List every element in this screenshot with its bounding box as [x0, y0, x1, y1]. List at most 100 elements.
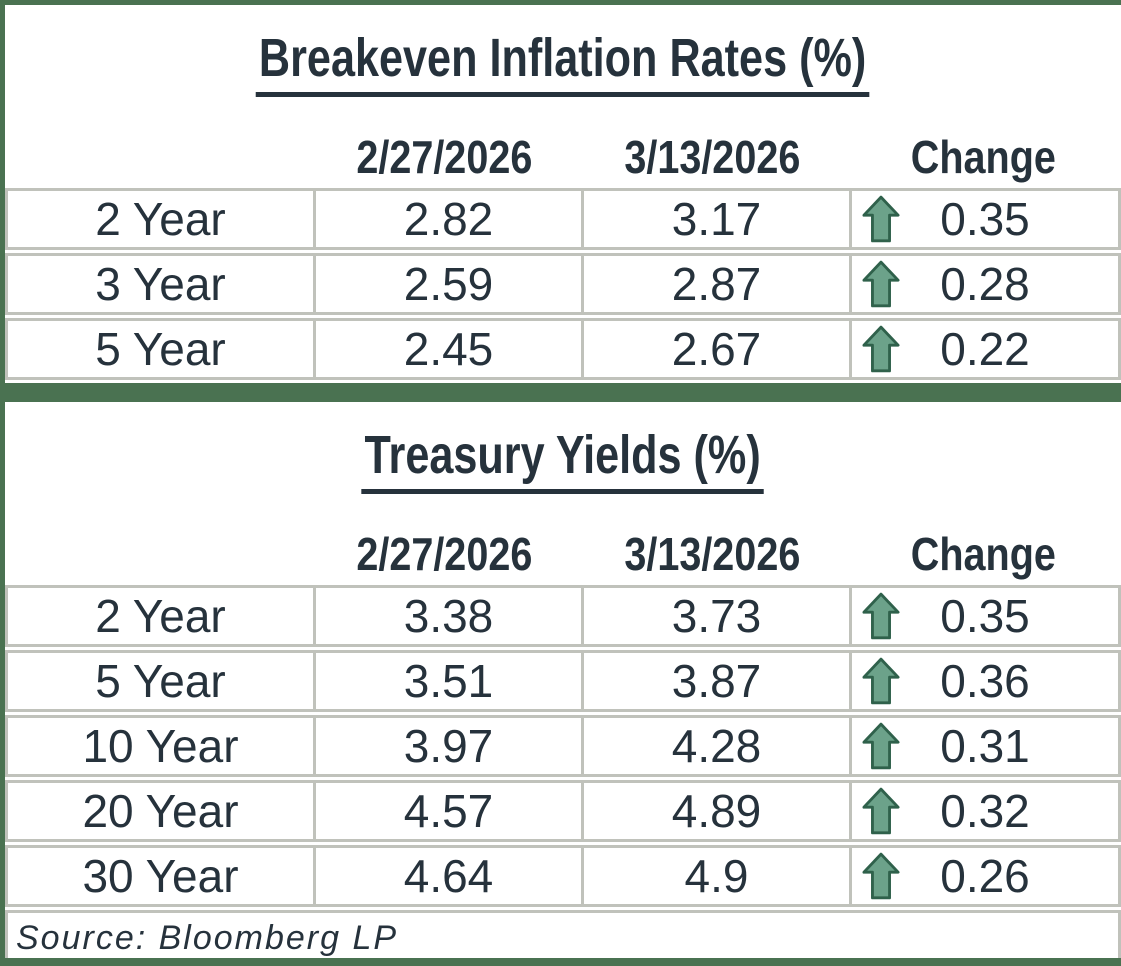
source-row: Source: Bloomberg LP — [5, 910, 1121, 966]
prev-date-value-cell: 2.59 — [313, 256, 581, 312]
up-arrow-icon — [862, 195, 900, 243]
prev-date-value: 2.59 — [403, 258, 494, 310]
curr-date-header-label: 3/13/2026 — [623, 131, 801, 183]
change-value: 0.28 — [940, 258, 1030, 310]
change-header-label: Change — [910, 131, 1057, 183]
source-text: Source: Bloomberg LP — [16, 918, 399, 957]
curr-date-value: 3.73 — [671, 590, 762, 642]
change-value: 0.36 — [940, 655, 1030, 707]
breakeven-table-title: Breakeven Inflation Rates (%) — [256, 28, 870, 98]
up-arrow-icon — [862, 260, 900, 308]
prev-date-value: 3.38 — [403, 590, 494, 642]
header-curr-date: 3/13/2026 — [578, 527, 846, 581]
table-row: 5 Year 3.51 3.87 0.36 — [5, 650, 1121, 712]
change-cell: 0.32 — [849, 783, 1118, 839]
change-cell: 0.36 — [849, 653, 1118, 709]
header-change: Change — [846, 130, 1121, 184]
table-row: 2 Year 3.38 3.73 0.35 — [5, 585, 1121, 647]
up-arrow-icon — [862, 787, 900, 835]
change-cell: 0.28 — [849, 256, 1118, 312]
change-value: 0.35 — [940, 590, 1030, 642]
breakeven-inflation-table: Breakeven Inflation Rates (%) 2/27/2026 … — [5, 28, 1121, 380]
maturity-cell: 30 Year — [8, 848, 313, 904]
table-row: 5 Year 2.45 2.67 0.22 — [5, 318, 1121, 380]
header-change: Change — [846, 527, 1121, 581]
prev-date-value: 3.51 — [403, 655, 494, 707]
curr-date-value-cell: 3.73 — [581, 588, 849, 644]
up-arrow-icon — [862, 657, 900, 705]
treasury-column-headers: 2/27/2026 3/13/2026 Change — [5, 526, 1121, 582]
maturity-cell: 3 Year — [8, 256, 313, 312]
maturity-cell: 2 Year — [8, 588, 313, 644]
maturity-label: 5 Year — [95, 323, 226, 375]
table-title-row: Treasury Yields (%) — [5, 425, 1121, 498]
table-row: 10 Year 3.97 4.28 0.31 — [5, 715, 1121, 777]
curr-date-value: 2.67 — [671, 323, 762, 375]
prev-date-value: 2.45 — [403, 323, 494, 375]
table-row: 3 Year 2.59 2.87 0.28 — [5, 253, 1121, 315]
table-row: 2 Year 2.82 3.17 0.35 — [5, 188, 1121, 250]
maturity-cell: 5 Year — [8, 321, 313, 377]
prev-date-value-cell: 3.38 — [313, 588, 581, 644]
prev-date-value: 4.64 — [403, 850, 494, 902]
prev-date-value-cell: 4.64 — [313, 848, 581, 904]
change-value: 0.26 — [940, 850, 1030, 902]
prev-date-value-cell: 3.51 — [313, 653, 581, 709]
maturity-cell: 2 Year — [8, 191, 313, 247]
change-value: 0.31 — [940, 720, 1030, 772]
curr-date-header-label: 3/13/2026 — [623, 528, 801, 580]
change-cell: 0.31 — [849, 718, 1118, 774]
prev-date-value-cell: 2.82 — [313, 191, 581, 247]
maturity-label: 3 Year — [95, 258, 226, 310]
change-value: 0.22 — [940, 323, 1030, 375]
curr-date-value-cell: 3.87 — [581, 653, 849, 709]
curr-date-value-cell: 4.89 — [581, 783, 849, 839]
maturity-label: 20 Year — [82, 785, 239, 837]
breakeven-column-headers: 2/27/2026 3/13/2026 Change — [5, 129, 1121, 185]
curr-date-value-cell: 4.9 — [581, 848, 849, 904]
breakeven-table-rows: 2 Year 2.82 3.17 0.35 3 Year 2.59 2.87 — [5, 188, 1121, 380]
prev-date-value: 3.97 — [403, 720, 494, 772]
change-value: 0.35 — [940, 193, 1030, 245]
prev-date-value: 2.82 — [403, 193, 494, 245]
change-cell: 0.26 — [849, 848, 1118, 904]
prev-date-header-label: 2/27/2026 — [355, 131, 533, 183]
curr-date-value: 4.28 — [671, 720, 762, 772]
curr-date-value: 3.87 — [671, 655, 762, 707]
maturity-label: 5 Year — [95, 655, 226, 707]
up-arrow-icon — [862, 852, 900, 900]
curr-date-value: 3.17 — [671, 193, 762, 245]
curr-date-value-cell: 2.67 — [581, 321, 849, 377]
curr-date-value: 4.9 — [684, 850, 749, 902]
prev-date-value-cell: 3.97 — [313, 718, 581, 774]
up-arrow-icon — [862, 592, 900, 640]
prev-date-value-cell: 2.45 — [313, 321, 581, 377]
header-curr-date: 3/13/2026 — [578, 130, 846, 184]
up-arrow-icon — [862, 325, 900, 373]
change-cell: 0.22 — [849, 321, 1118, 377]
curr-date-value-cell: 2.87 — [581, 256, 849, 312]
treasury-table-rows: 2 Year 3.38 3.73 0.35 5 Year 3.51 3.87 — [5, 585, 1121, 907]
maturity-cell: 5 Year — [8, 653, 313, 709]
table-title-row: Breakeven Inflation Rates (%) — [5, 28, 1121, 101]
treasury-yields-table: Treasury Yields (%) 2/27/2026 3/13/2026 … — [5, 425, 1121, 907]
table-divider-bar — [5, 383, 1121, 402]
maturity-label: 2 Year — [95, 193, 226, 245]
curr-date-value-cell: 4.28 — [581, 718, 849, 774]
table-row: 20 Year 4.57 4.89 0.32 — [5, 780, 1121, 842]
change-cell: 0.35 — [849, 588, 1118, 644]
curr-date-value-cell: 3.17 — [581, 191, 849, 247]
prev-date-value-cell: 4.57 — [313, 783, 581, 839]
maturity-cell: 10 Year — [8, 718, 313, 774]
bottom-border-bar — [5, 958, 1121, 966]
change-header-label: Change — [910, 528, 1057, 580]
change-cell: 0.35 — [849, 191, 1118, 247]
prev-date-header-label: 2/27/2026 — [355, 528, 533, 580]
change-value: 0.32 — [940, 785, 1030, 837]
maturity-label: 30 Year — [82, 850, 239, 902]
up-arrow-icon — [862, 722, 900, 770]
curr-date-value: 2.87 — [671, 258, 762, 310]
maturity-label: 2 Year — [95, 590, 226, 642]
header-prev-date: 2/27/2026 — [310, 527, 578, 581]
